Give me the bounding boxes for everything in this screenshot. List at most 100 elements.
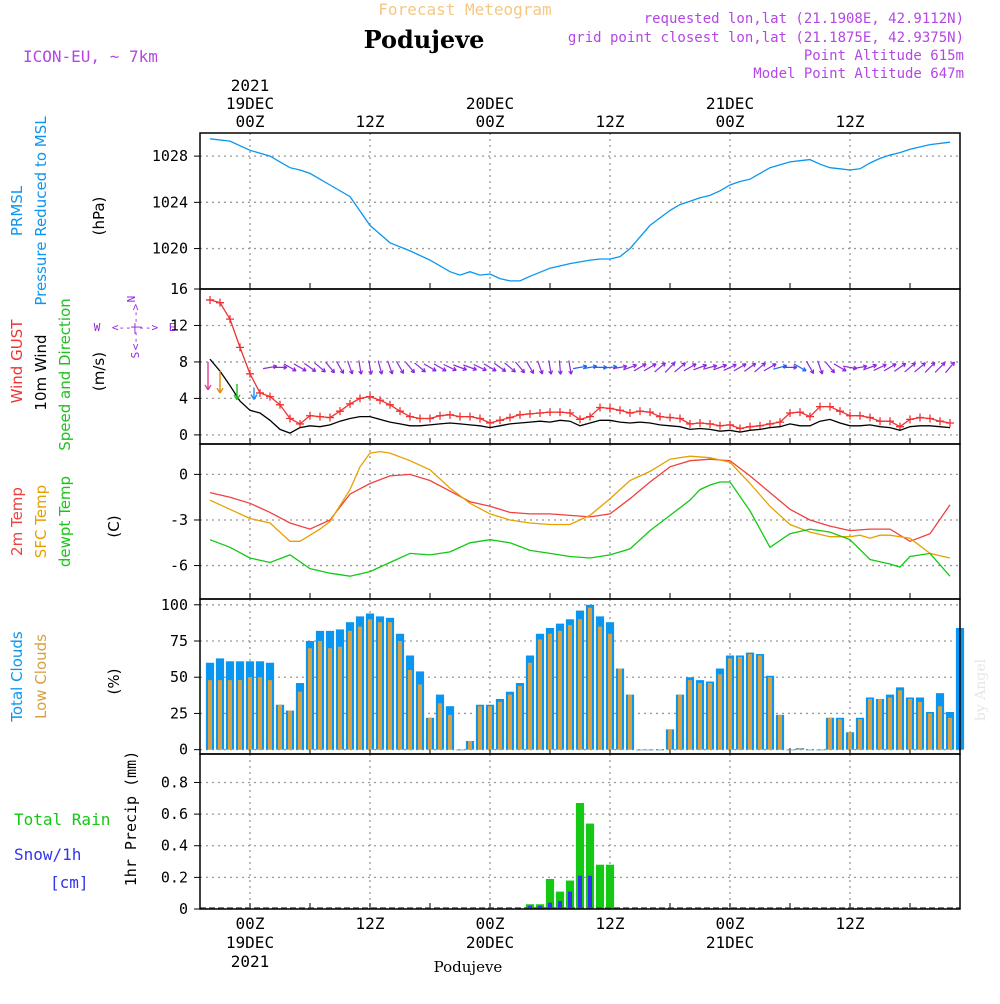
gust-marker xyxy=(366,392,374,401)
compass-s: S xyxy=(129,352,142,359)
y-tick-label: 0.4 xyxy=(161,837,188,855)
bar-low xyxy=(328,648,332,750)
bar-low xyxy=(238,680,242,750)
gust-marker xyxy=(836,407,844,416)
compass-arrow-vertical: <--|--> xyxy=(129,303,142,350)
requested-coords: requested lon,lat (21.1908E, 42.9112N) xyxy=(644,11,964,27)
gust-marker xyxy=(386,400,394,409)
bottom-time-label: 12Z xyxy=(596,914,625,933)
gust-marker xyxy=(666,413,674,422)
wind-arrow xyxy=(623,363,638,371)
top-time-label: 12Z xyxy=(596,112,625,131)
bar-low xyxy=(208,680,212,750)
gust-marker xyxy=(636,407,644,416)
wind-arrow-early xyxy=(204,361,212,391)
gust-marker xyxy=(706,419,714,428)
bottom-time-label: 21DEC xyxy=(706,933,754,952)
bar-low xyxy=(848,732,852,750)
bar-low xyxy=(428,717,432,750)
bar-low xyxy=(598,626,602,750)
bar-low xyxy=(838,719,842,750)
bottom-time-label: 00Z xyxy=(716,914,745,933)
bar-snow xyxy=(558,901,562,909)
grid-point-coords: grid point closest lon,lat (21.1875E, 42… xyxy=(568,30,964,46)
gust-marker xyxy=(736,424,744,433)
wind-arrow xyxy=(612,364,628,370)
panel-label: 2m Temp xyxy=(8,487,26,556)
gust-marker xyxy=(476,414,484,423)
bar-low xyxy=(768,677,772,750)
gust-marker xyxy=(506,413,514,422)
y-axis-label: (%) xyxy=(105,669,123,695)
bar-low xyxy=(548,633,552,750)
bar-low xyxy=(248,677,252,750)
wind-arrow xyxy=(387,360,394,375)
wind-arrow xyxy=(643,363,657,372)
wind-arrow xyxy=(743,362,757,372)
gust-marker xyxy=(436,411,444,420)
bar-low xyxy=(638,749,642,751)
bar-low xyxy=(218,680,222,750)
panel-label: Low Clouds xyxy=(32,634,50,719)
wind-arrow xyxy=(883,363,897,372)
panel-label: [cm] xyxy=(50,873,89,892)
footer-station: Podujeve xyxy=(434,958,503,976)
gust-marker xyxy=(376,396,384,405)
panel-label: Speed and Direction xyxy=(56,298,74,451)
bar-low xyxy=(338,646,342,750)
bar-low xyxy=(488,706,492,750)
gust-marker xyxy=(716,421,724,430)
bar-low xyxy=(388,622,392,750)
wind-arrow-early xyxy=(233,383,241,401)
bottom-time-label: 12Z xyxy=(836,914,865,933)
wind-arrow xyxy=(395,361,405,375)
y-axis-label: (m/s) xyxy=(90,352,108,391)
y-tick-label: -3 xyxy=(170,511,188,529)
bar-low xyxy=(408,669,412,750)
bar-low xyxy=(868,698,872,750)
y-axis-label: (C) xyxy=(105,515,123,537)
wind-arrow xyxy=(664,361,676,373)
bar-rain xyxy=(595,864,605,909)
bar-low xyxy=(448,714,452,750)
top-time-label: 20DEC xyxy=(466,94,514,113)
wind-arrow xyxy=(515,361,526,374)
line-series xyxy=(209,138,951,282)
panel-label: Wind GUST xyxy=(8,319,26,404)
gust-marker xyxy=(916,413,924,422)
gust-marker xyxy=(496,416,504,425)
wind-arrow xyxy=(377,360,384,375)
station-name: Podujeve xyxy=(364,25,485,54)
bar-low xyxy=(528,662,532,750)
bar-low xyxy=(578,619,582,750)
bar-snow xyxy=(568,891,572,909)
gust-marker xyxy=(516,410,524,419)
wind-arrow xyxy=(833,363,847,372)
point-altitude: Point Altitude 615m xyxy=(804,48,964,64)
wind-arrow xyxy=(783,364,798,370)
gust-marker xyxy=(406,412,414,421)
bar-low xyxy=(458,749,462,751)
bar-low xyxy=(778,714,782,750)
panel-label: 10m Wind xyxy=(32,334,50,410)
bar-low xyxy=(298,691,302,750)
wind-arrow xyxy=(303,362,317,372)
wind-arrow xyxy=(863,363,878,371)
gust-marker xyxy=(906,415,914,424)
wind-arrow xyxy=(914,362,926,373)
y-tick-label: 0 xyxy=(179,741,188,759)
gust-marker xyxy=(756,421,764,430)
bottom-time-label: 19DEC xyxy=(226,933,274,952)
bar-low xyxy=(278,704,282,750)
wind-arrow xyxy=(763,363,777,372)
bar-low xyxy=(368,619,372,750)
bar-low xyxy=(268,680,272,750)
bar-low xyxy=(748,654,752,750)
wind-arrow xyxy=(825,361,836,374)
y-tick-label: 12 xyxy=(170,316,188,334)
y-tick-label: -6 xyxy=(170,557,188,575)
bar-low xyxy=(258,677,262,750)
y-tick-label: 1024 xyxy=(152,193,188,211)
gust-marker xyxy=(886,417,894,426)
